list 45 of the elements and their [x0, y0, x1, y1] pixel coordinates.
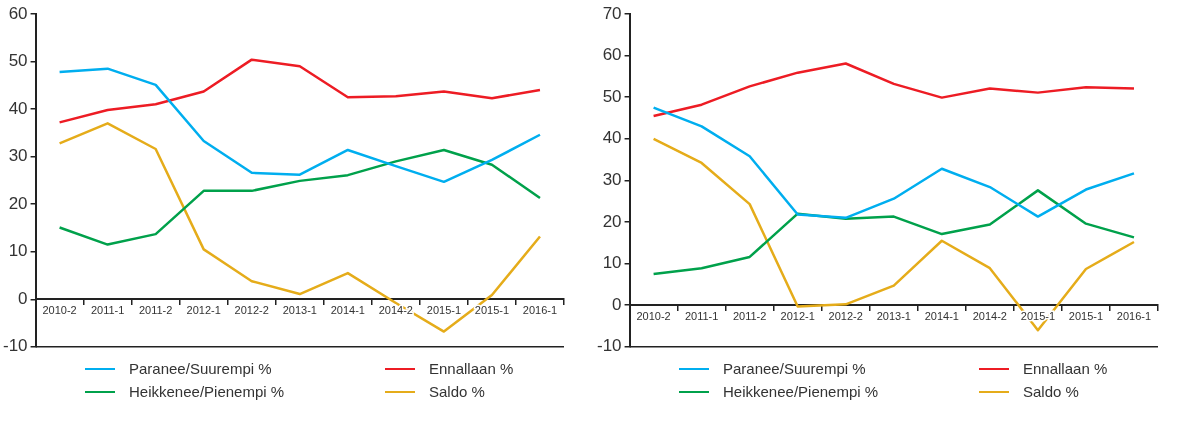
y-tick-label: 50 — [8, 51, 28, 71]
x-tick-label: 2015-1 — [1068, 309, 1104, 322]
x-tick-label: 2012-2 — [234, 303, 269, 316]
y-tick-label: 0 — [612, 294, 622, 314]
y-tick-label: 40 — [8, 98, 28, 118]
y-tick-label: 50 — [602, 86, 622, 106]
x-tick-label: 2010-2 — [636, 309, 671, 322]
y-tick-label: -10 — [596, 336, 622, 356]
y-tick-label: -10 — [2, 336, 28, 356]
legend-label: Saldo % — [428, 383, 486, 400]
x-tick-label: 2010-2 — [42, 303, 77, 316]
x-tick-label: 2013-1 — [876, 309, 911, 322]
x-tick-label: 2012-1 — [186, 303, 221, 316]
y-tick-label: 40 — [602, 128, 622, 148]
x-tick-label: 2011-2 — [138, 303, 173, 316]
y-tick-label: 10 — [602, 253, 622, 273]
y-tick-label: 20 — [602, 211, 622, 231]
x-tick-label: 2015-1 — [474, 303, 510, 316]
y-tick-label: 20 — [8, 193, 28, 213]
y-tick-label: 60 — [602, 45, 622, 65]
x-tick-label: 2012-1 — [780, 309, 815, 322]
legend-label: Paranee/Suurempi % — [722, 360, 867, 377]
legend-label: Saldo % — [1022, 383, 1080, 400]
legend-label: Ennallaan % — [428, 360, 515, 377]
x-tick-label: 2012-2 — [828, 309, 863, 322]
legend-label: Heikkenee/Pienempi % — [722, 383, 880, 400]
legend-label: Heikkenee/Pienempi % — [128, 383, 286, 400]
y-tick-label: 0 — [18, 288, 28, 308]
y-tick-label: 70 — [602, 3, 622, 23]
x-tick-label: 2014-1 — [330, 303, 365, 316]
y-tick-label: 30 — [8, 146, 28, 166]
x-tick-label: 2011-1 — [90, 303, 125, 316]
x-tick-label: 2011-1 — [684, 309, 719, 322]
x-tick-label: 2014-2 — [972, 309, 1007, 322]
x-tick-label: 2014-1 — [924, 309, 959, 322]
x-tick-label: 2016-1 — [522, 303, 558, 316]
x-tick-label: 2011-2 — [732, 309, 767, 322]
legend-label: Ennallaan % — [1022, 360, 1109, 377]
x-tick-label: 2013-1 — [282, 303, 317, 316]
x-tick-label: 2015-1 — [426, 303, 462, 316]
y-tick-label: 10 — [8, 241, 28, 261]
y-tick-label: 30 — [602, 170, 622, 190]
y-tick-label: 60 — [8, 3, 28, 23]
legend-label: Paranee/Suurempi % — [128, 360, 273, 377]
x-tick-label: 2016-1 — [1116, 309, 1152, 322]
